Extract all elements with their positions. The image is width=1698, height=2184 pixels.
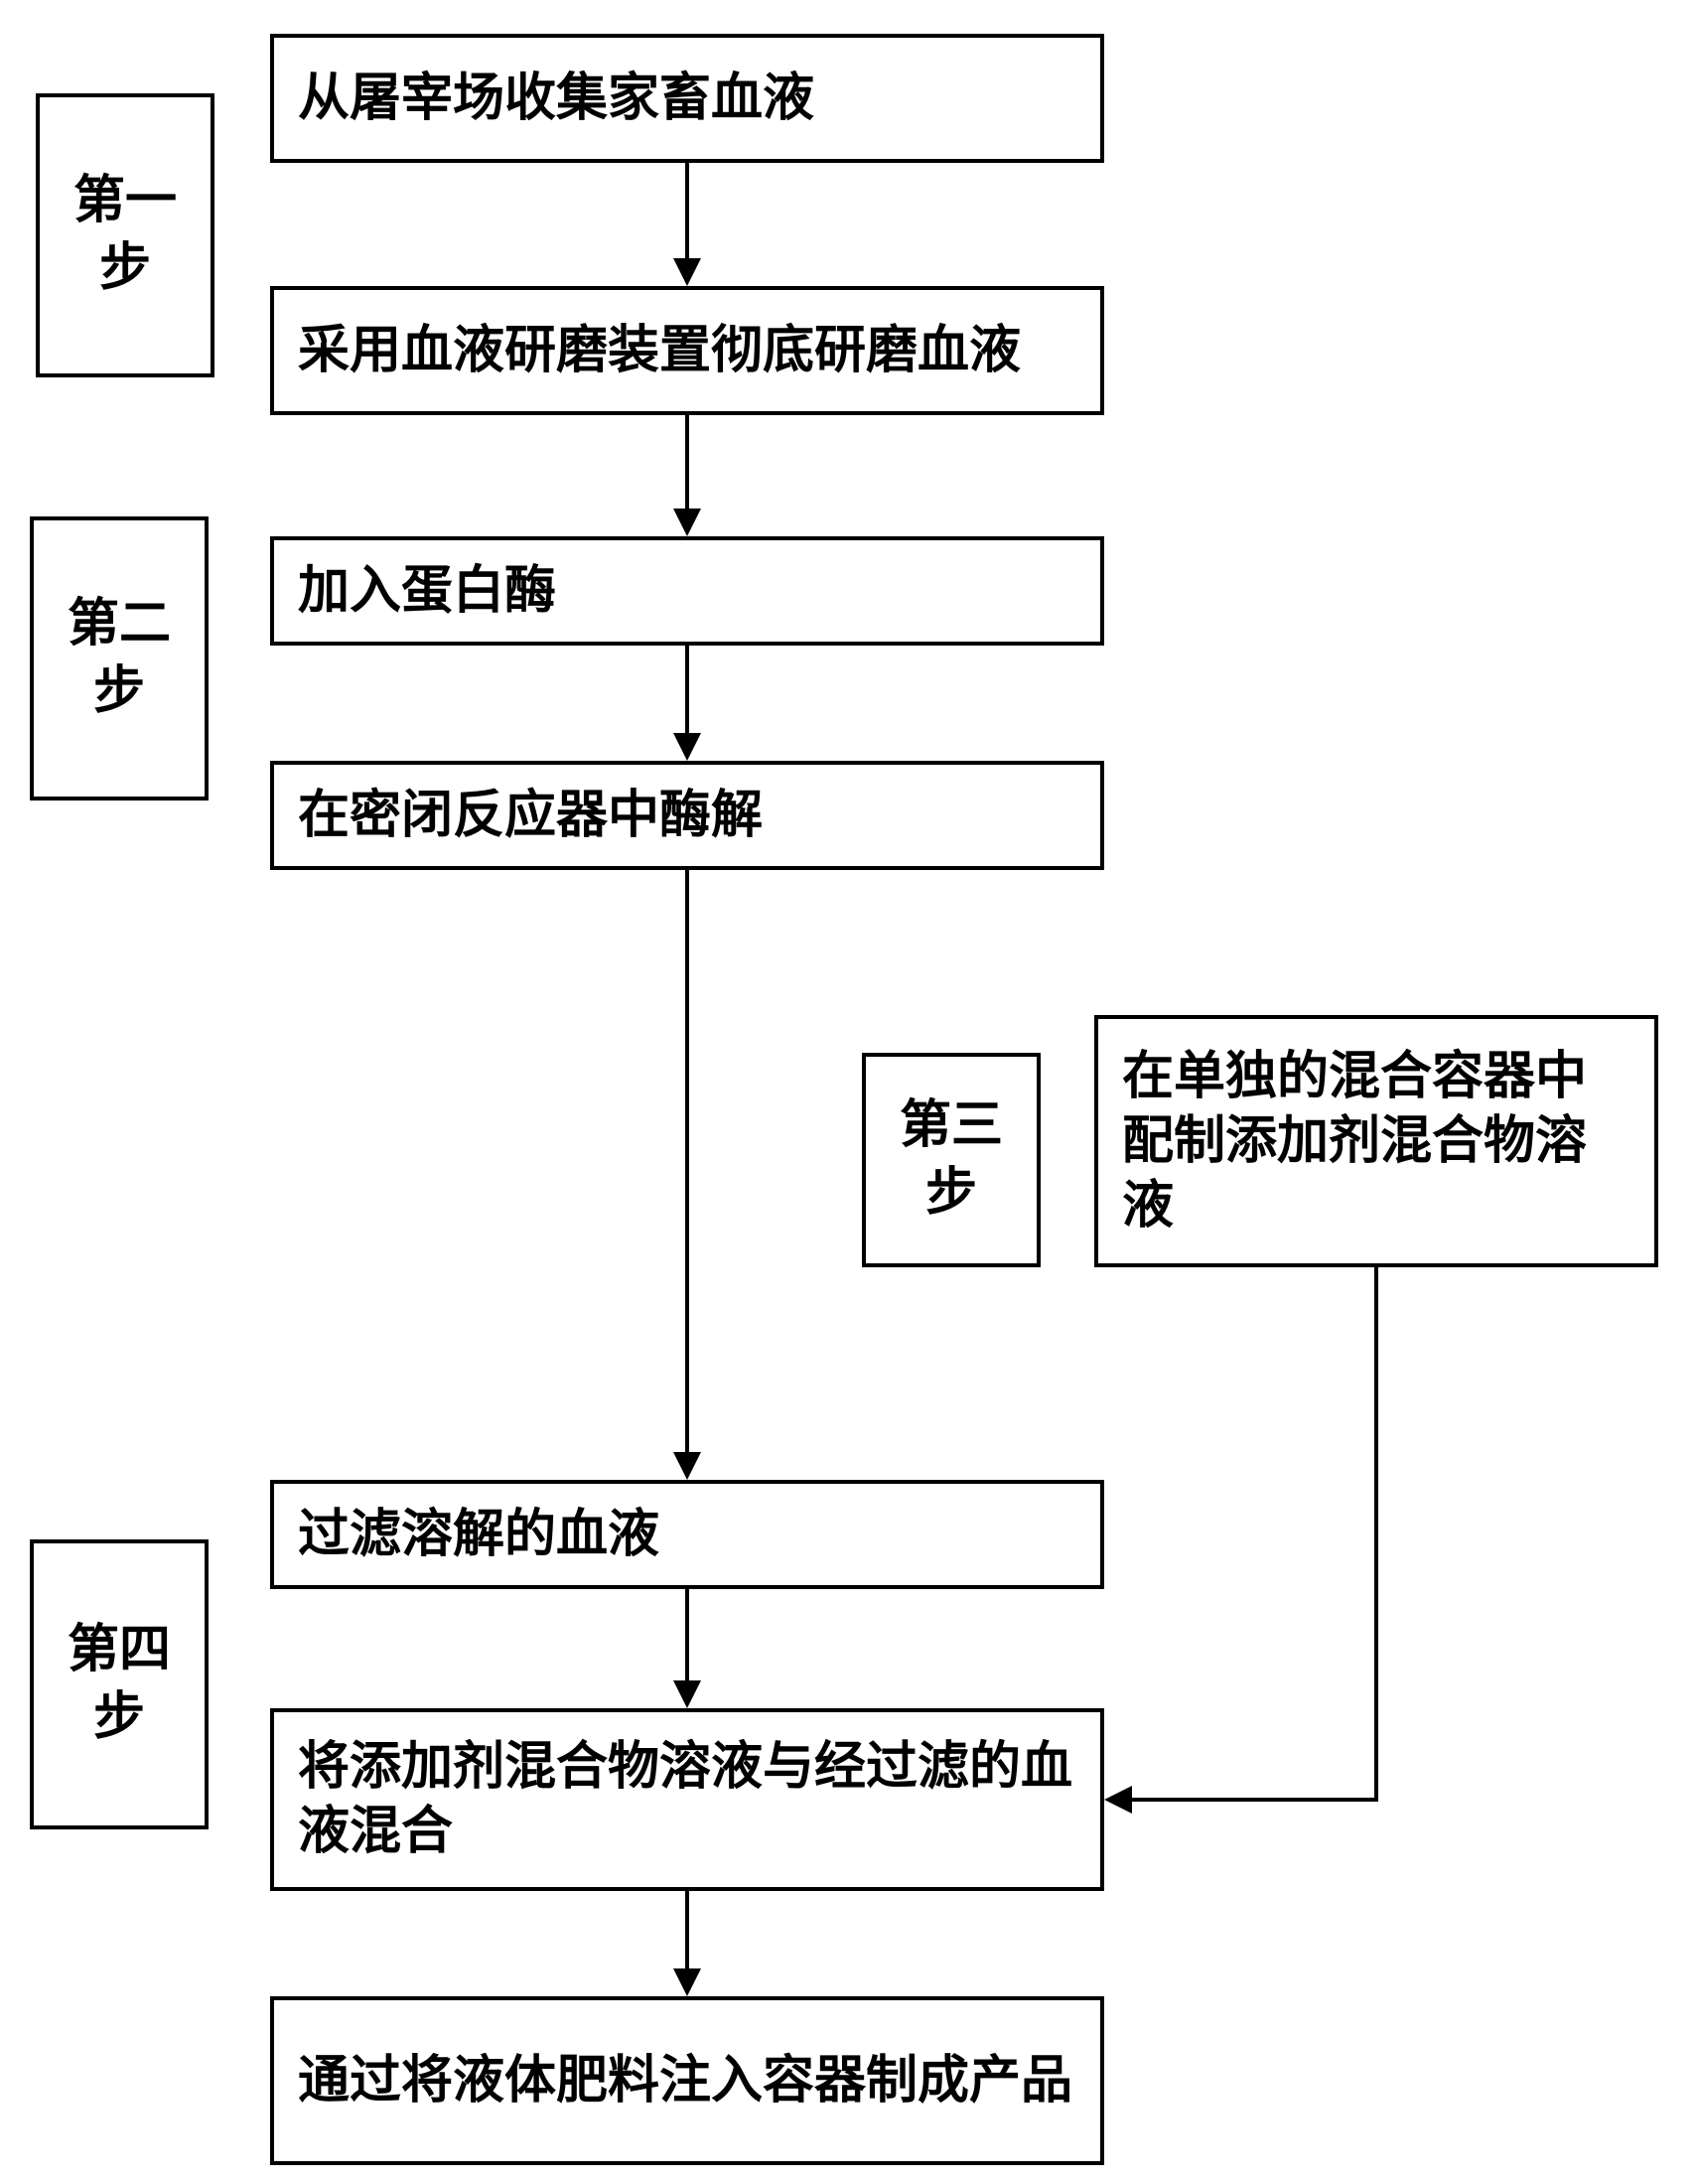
node-text: 将添加剂混合物溶液与经过滤的血液混合 [298, 1735, 1076, 1864]
step-label-s1: 第一 步 [36, 93, 214, 377]
step-label-s2: 第二 步 [30, 516, 209, 801]
node-text: 采用血液研磨装置彻底研磨血液 [298, 319, 1021, 383]
step-label-s3: 第三 步 [862, 1053, 1041, 1267]
arrow [657, 385, 717, 566]
arrow [657, 840, 717, 1510]
arrow [657, 616, 717, 791]
step-label-s4: 第四 步 [30, 1539, 209, 1829]
node-text: 在密闭反应器中酶解 [298, 784, 763, 848]
node-n5: 在单独的混合容器中配制添加剂混合物溶液 [1094, 1015, 1658, 1267]
arrow [657, 1861, 717, 2026]
arrow [1074, 1238, 1406, 1829]
flowchart-canvas: 第一 步第二 步第三 步第四 步 从屠宰场收集家畜血液采用血液研磨装置彻底研磨血液… [0, 0, 1698, 2184]
node-text: 通过将液体肥料注入容器制成产品 [298, 2049, 1072, 2113]
arrow [657, 1559, 717, 1738]
node-text: 过滤溶解的血液 [298, 1503, 659, 1567]
node-text: 加入蛋白酶 [298, 559, 556, 624]
node-text: 从屠宰场收集家畜血液 [298, 67, 814, 131]
arrow [657, 133, 717, 316]
node-text: 在单独的混合容器中配制添加剂混合物溶液 [1122, 1045, 1630, 1238]
